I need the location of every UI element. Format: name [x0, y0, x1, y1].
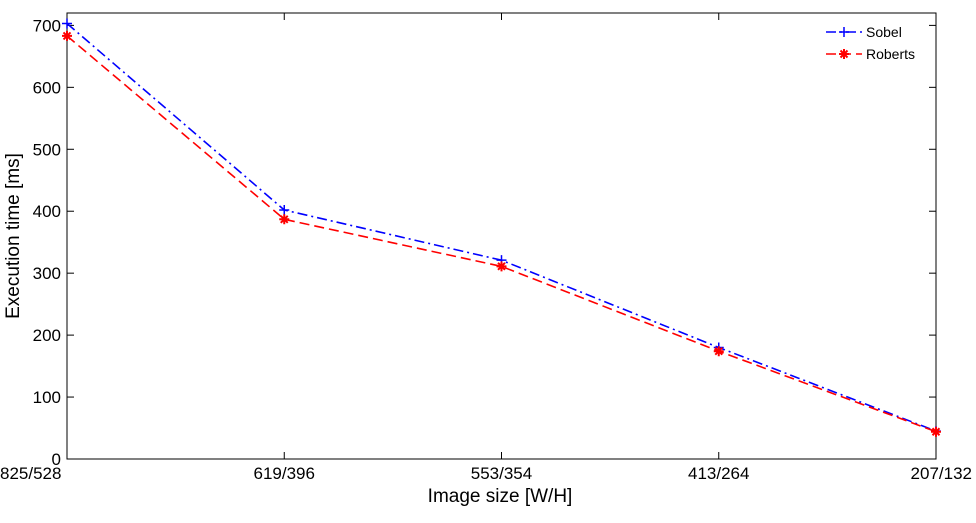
series-line-roberts: [66, 35, 937, 433]
plot-frame: [66, 12, 937, 460]
data-point-sobel: [62, 18, 72, 29]
y-tick-label: 200: [33, 326, 61, 345]
x-tick-label: 413/264: [688, 464, 749, 483]
data-point-roberts: [62, 30, 72, 41]
legend-marker-sobel: [839, 27, 849, 37]
series-layer: [62, 18, 941, 437]
y-tick-label: 500: [33, 140, 61, 159]
data-point-roberts: [496, 261, 507, 272]
x-axis-label: Image size [W/H]: [428, 486, 573, 507]
legend-marker-roberts: [839, 49, 849, 59]
y-axis-label: Execution time [ms]: [3, 153, 24, 319]
series-roberts: [62, 30, 941, 437]
x-tick-label: 553/354: [471, 464, 532, 483]
data-point-roberts: [279, 214, 290, 225]
x-tick-label: 825/528: [0, 464, 61, 483]
data-point-roberts: [931, 426, 941, 437]
y-tick-label: 300: [33, 264, 61, 283]
plot-area: [66, 12, 937, 460]
y-axis: 0 100 200 300 400 500 600 700: [33, 16, 936, 469]
x-tick-label: 619/396: [254, 464, 315, 483]
x-axis: 825/528 619/396 553/354 413/264 207/132: [0, 13, 972, 483]
y-tick-label: 100: [33, 388, 61, 407]
legend: Sobel Roberts: [826, 24, 915, 62]
y-tick-label: 400: [33, 202, 61, 221]
y-tick-label: 700: [33, 16, 61, 35]
y-tick-label: 0: [52, 450, 61, 469]
y-tick-label: 600: [33, 78, 61, 97]
x-tick-label: 207/132: [911, 464, 972, 483]
data-point-sobel: [279, 204, 290, 215]
data-point-roberts: [713, 346, 724, 357]
legend-label-sobel: Sobel: [866, 24, 902, 40]
legend-label-roberts: Roberts: [866, 46, 915, 62]
